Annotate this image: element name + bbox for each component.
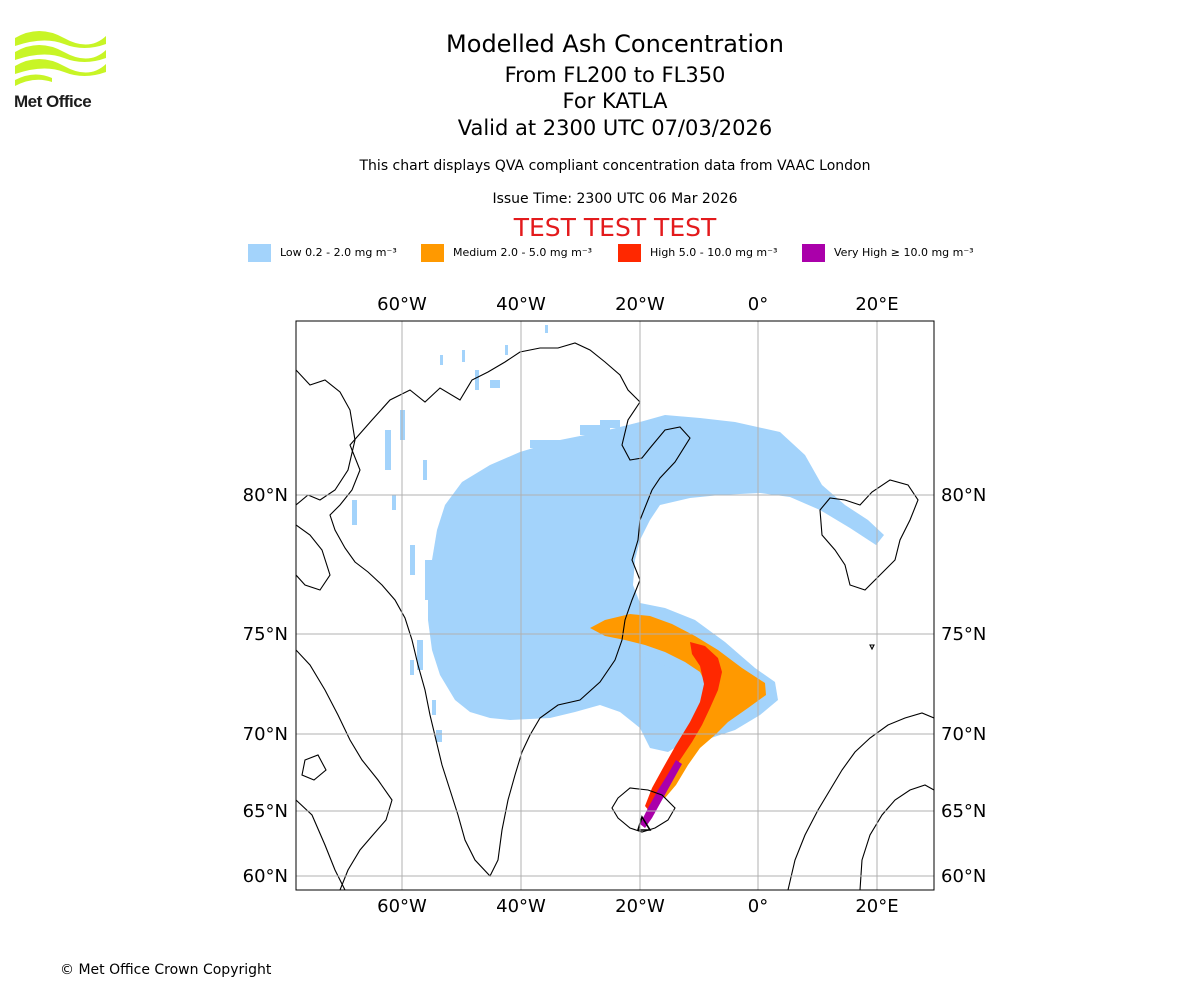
ash-medium-region	[590, 614, 766, 798]
chart-description: This chart displays QVA compliant concen…	[359, 158, 871, 174]
volcano-name: For KATLA	[562, 89, 668, 113]
lon-label-bottom-20w: 20°W	[615, 896, 665, 917]
lat-label-right-60n: 60°N	[941, 866, 986, 887]
lat-label-left-65n: 65°N	[243, 801, 288, 822]
copyright-notice: © Met Office Crown Copyright	[60, 962, 272, 978]
met-office-logo-icon	[15, 31, 106, 86]
lon-label-bottom-20e: 20°E	[855, 896, 898, 917]
graticule	[296, 321, 934, 890]
lat-label-right-70n: 70°N	[941, 724, 986, 745]
valid-time: Valid at 2300 UTC 07/03/2026	[457, 116, 773, 140]
met-office-wordmark: Met Office	[14, 92, 92, 111]
lon-label-top-60w: 60°W	[377, 294, 427, 315]
lon-label-top-40w: 40°W	[496, 294, 546, 315]
legend-label-high: High 5.0 - 10.0 mg m⁻³	[650, 246, 778, 259]
lat-label-left-80n: 80°N	[243, 485, 288, 506]
lat-label-left-75n: 75°N	[243, 624, 288, 645]
legend-label-very-high: Very High ≥ 10.0 mg m⁻³	[834, 246, 974, 259]
lon-label-bottom-0: 0°	[748, 896, 768, 917]
lon-label-bottom-40w: 40°W	[496, 896, 546, 917]
issue-time: Issue Time: 2300 UTC 06 Mar 2026	[492, 191, 738, 207]
flight-levels: From FL200 to FL350	[504, 63, 726, 87]
legend-swatch-very-high	[802, 244, 825, 262]
legend-swatch-medium	[421, 244, 444, 262]
lat-label-left-60n: 60°N	[243, 866, 288, 887]
ash-high-region	[645, 642, 722, 812]
lat-label-right-65n: 65°N	[941, 801, 986, 822]
map-frame	[295, 320, 935, 891]
legend-label-medium: Medium 2.0 - 5.0 mg m⁻³	[453, 246, 593, 259]
lon-label-top-0: 0°	[748, 294, 768, 315]
lon-label-top-20w: 20°W	[615, 294, 665, 315]
lat-label-right-80n: 80°N	[941, 485, 986, 506]
legend-swatch-high	[618, 244, 641, 262]
lat-label-right-75n: 75°N	[941, 624, 986, 645]
legend-swatch-low	[248, 244, 271, 262]
chart-title: Modelled Ash Concentration	[446, 30, 784, 58]
legend-label-low: Low 0.2 - 2.0 mg m⁻³	[280, 246, 397, 259]
coastlines	[296, 342, 934, 890]
test-banner: TEST TEST TEST	[513, 213, 717, 242]
lon-label-bottom-60w: 60°W	[377, 896, 427, 917]
lat-label-left-70n: 70°N	[243, 724, 288, 745]
lon-label-top-20e: 20°E	[855, 294, 898, 315]
